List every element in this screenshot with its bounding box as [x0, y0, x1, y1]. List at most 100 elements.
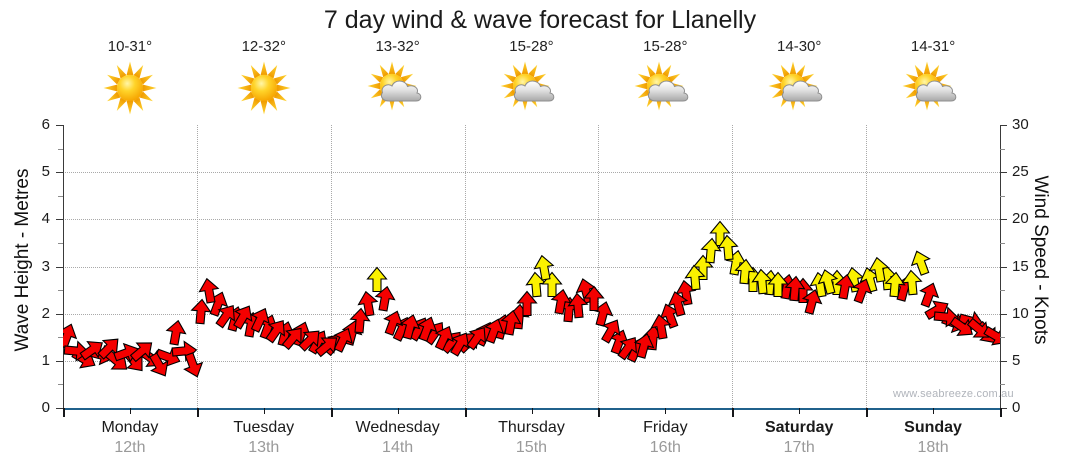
wind-arrow	[498, 309, 524, 336]
left-axis-tick-label: 4	[41, 210, 50, 228]
wind-arrow	[531, 255, 557, 282]
sun-cloud-icon	[634, 59, 696, 115]
sun-cloud-icon	[367, 59, 429, 115]
right-axis-tick	[1000, 242, 1005, 244]
x-axis-minor-tick	[263, 408, 265, 414]
right-axis-tick	[1000, 148, 1005, 150]
x-axis-minor-tick	[933, 408, 935, 414]
horizontal-gridline	[63, 219, 1000, 221]
day-name: Sunday	[904, 419, 962, 436]
day-header-sunday: 14-31°	[866, 38, 1000, 118]
sun-icon	[233, 59, 295, 115]
chart-plot-inner	[63, 125, 1000, 408]
left-axis-tick	[56, 408, 63, 409]
watermark: www.seabreeze.com.au	[893, 388, 1014, 400]
wind-arrow	[372, 285, 398, 312]
wind-arrow	[481, 318, 507, 344]
right-axis-tick	[1000, 195, 1005, 197]
sun-cloud-icon-svg	[768, 61, 823, 111]
wind-arrow	[330, 327, 356, 353]
wind-arrow	[447, 331, 473, 357]
wind-arrow	[698, 238, 724, 264]
wind-arrow	[514, 290, 540, 317]
sun-cloud-icon	[768, 59, 830, 115]
day-header-thursday: 15-28°	[465, 38, 599, 118]
left-axis-tick	[56, 125, 63, 126]
horizontal-gridline	[63, 172, 1000, 174]
day-name: Monday	[101, 419, 159, 436]
sun-cloud-icon-svg	[367, 61, 421, 111]
wind-arrow	[355, 291, 381, 317]
sun-cloud-icon	[500, 59, 562, 115]
wind-arrow	[213, 303, 239, 329]
wind-arrow	[247, 307, 273, 334]
wind-arrow	[849, 278, 875, 304]
wind-arrow	[397, 313, 423, 340]
day-boundary-gridline	[464, 125, 466, 408]
sun-icon-svg	[103, 61, 157, 115]
wind-arrow	[949, 314, 975, 340]
x-axis-tick	[196, 408, 199, 417]
day-name: Friday	[643, 419, 688, 436]
day-date: 17th	[783, 439, 815, 456]
wind-arrow	[615, 335, 641, 361]
right-axis-tick	[1000, 384, 1005, 386]
wind-arrow	[347, 307, 373, 334]
sun-cloud-icon-svg	[500, 61, 555, 111]
day-label-monday: Monday 12th	[63, 418, 197, 458]
wind-arrow	[63, 338, 89, 364]
sun-icon	[99, 59, 161, 115]
wind-arrow	[196, 277, 222, 304]
day-boundary-gridline	[866, 125, 868, 408]
day-name: Thursday	[498, 419, 565, 436]
day-date: 12th	[114, 439, 146, 456]
page-title: 7 day wind & wave forecast for Llanelly	[323, 6, 757, 34]
day-date: 16th	[649, 439, 681, 456]
day-boundary-gridline	[598, 125, 600, 408]
wind-arrow	[230, 304, 256, 331]
right-axis-tick-label: 15	[1012, 257, 1029, 275]
wind-arrow	[832, 274, 858, 300]
left-axis-title: Wave Height - Metres	[12, 168, 33, 352]
right-axis-tick-label: 25	[1012, 163, 1029, 181]
wind-arrow	[732, 258, 758, 285]
chart-plot-area	[63, 125, 1000, 408]
wind-arrow	[314, 333, 340, 359]
sun-icon-svg	[237, 61, 291, 115]
wind-arrow	[715, 234, 741, 261]
wind-arrow	[631, 332, 657, 359]
left-axis-tick-label: 0	[41, 399, 50, 416]
right-axis-tick-label: 0	[1012, 399, 1021, 416]
right-axis-tick	[1000, 337, 1005, 339]
x-axis-tick	[866, 408, 869, 417]
wind-arrow	[673, 279, 699, 306]
x-axis-tick	[63, 408, 65, 417]
left-axis-tick-label: 3	[41, 257, 50, 275]
right-axis-tick	[1000, 172, 1007, 174]
day-label-strip: Monday 12th Tuesday 13th Wednesday 14th Thursd…	[63, 418, 1000, 468]
left-axis-tick-label: 1	[41, 351, 50, 369]
left-axis-tick-label: 2	[41, 304, 50, 322]
left-axis-tick	[58, 242, 63, 244]
wind-arrow	[749, 268, 775, 295]
wind-arrow	[899, 270, 925, 296]
left-axis-tick	[58, 384, 63, 386]
day-name: Saturday	[764, 419, 834, 436]
day-header-monday: 10-31°	[63, 38, 197, 118]
wind-arrow	[414, 316, 440, 342]
x-axis-tick	[1000, 408, 1002, 417]
wind-arrow	[112, 340, 139, 366]
day-label-wednesday: Wednesday 14th	[331, 418, 465, 458]
day-label-tuesday: Tuesday 13th	[197, 418, 331, 458]
left-axis-tick	[58, 337, 63, 339]
wind-arrow	[280, 325, 306, 351]
day-header-friday: 15-28°	[598, 38, 732, 118]
day-label-thursday: Thursday 15th	[465, 418, 599, 458]
wind-arrow	[815, 268, 841, 295]
x-axis-minor-tick	[665, 408, 667, 414]
right-axis-tick	[1000, 125, 1007, 126]
day-date: 18th	[917, 439, 949, 456]
left-axis-tick-label: 6	[41, 116, 50, 133]
left-axis-tick	[56, 266, 63, 268]
